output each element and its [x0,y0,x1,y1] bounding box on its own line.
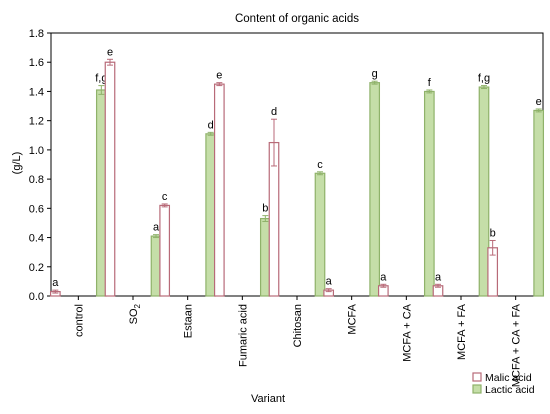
significance-letter-1-7: f,g [478,73,490,85]
category-label-7: MCFA + FA [456,303,468,360]
significance-letter-0-6: a [380,271,387,283]
category-label-1: SO2 [128,303,142,324]
significance-letter-0-1: e [107,46,113,58]
significance-letter-0-2: c [162,191,168,203]
bar-1-8 [533,109,545,297]
significance-letter-1-1: a [153,222,160,234]
x-axis-title: Variant [251,393,285,405]
bar-0-3 [213,83,225,297]
category-label-4: Chitosan [292,304,304,347]
significance-letter-0-3: e [216,70,222,82]
legend-swatch-1 [472,384,482,394]
significance-letter-1-2: d [208,119,214,131]
bar-0-2 [159,204,171,297]
bars-layer: a f,g e a c d e b d c a g a f a f,g b e [49,46,545,297]
significance-letter-0-0: a [52,277,59,289]
y-tick-label-1: 0.2 [29,262,44,274]
significance-letter-1-8: e [536,96,542,108]
significance-letter-0-8: b [490,227,496,239]
y-tick-label-5: 1.0 [29,145,44,157]
y-tick-label-8: 1.6 [29,57,44,69]
significance-letter-1-5: g [372,68,378,80]
y-tick-label-3: 0.6 [29,203,44,215]
significance-letter-1-4: c [317,159,323,171]
y-tick-label-4: 0.8 [29,174,44,186]
y-axis: 0.0 0.2 0.4 0.6 0.8 1.0 1.2 1.4 1.6 1.8 [29,28,51,303]
x-axis: control SO2 Estaan Fumaric acid Chitosan MCFA… [73,296,523,387]
category-label-6: MCFA + CA [401,303,413,361]
plot-frame [50,32,544,297]
y-tick-label-2: 0.4 [29,233,44,245]
bar-1-5 [369,82,381,297]
legend-label-1: Lactic acid [485,384,535,396]
category-label-8: MCFA + CA + FA [511,303,523,387]
y-tick-label-0: 0.0 [29,291,44,303]
category-label-2: Estaan [183,304,195,338]
significance-letter-1-6: f [428,77,432,89]
bar-0-1 [104,61,116,297]
category-label-3: Fumaric acid [237,304,249,367]
significance-letter-0-5: a [326,276,333,288]
y-tick-label-6: 1.2 [29,116,44,128]
category-label-0: control [73,304,85,337]
bar-1-6 [423,90,435,297]
category-label-5: MCFA [347,303,359,334]
y-tick-label-7: 1.4 [29,86,44,98]
chart-title: Content of organic acids [235,13,359,25]
legend-swatch-0 [472,372,482,382]
significance-letter-1-0: f,g [95,73,107,85]
significance-letter-1-3: b [262,203,268,215]
bar-1-4 [314,172,326,297]
significance-letter-0-4: d [271,106,277,118]
legend-label-0: Malic acid [485,372,532,384]
significance-letter-0-7: a [435,271,442,283]
y-tick-label-9: 1.8 [29,28,44,40]
y-axis-title: (g/L) [11,152,23,175]
